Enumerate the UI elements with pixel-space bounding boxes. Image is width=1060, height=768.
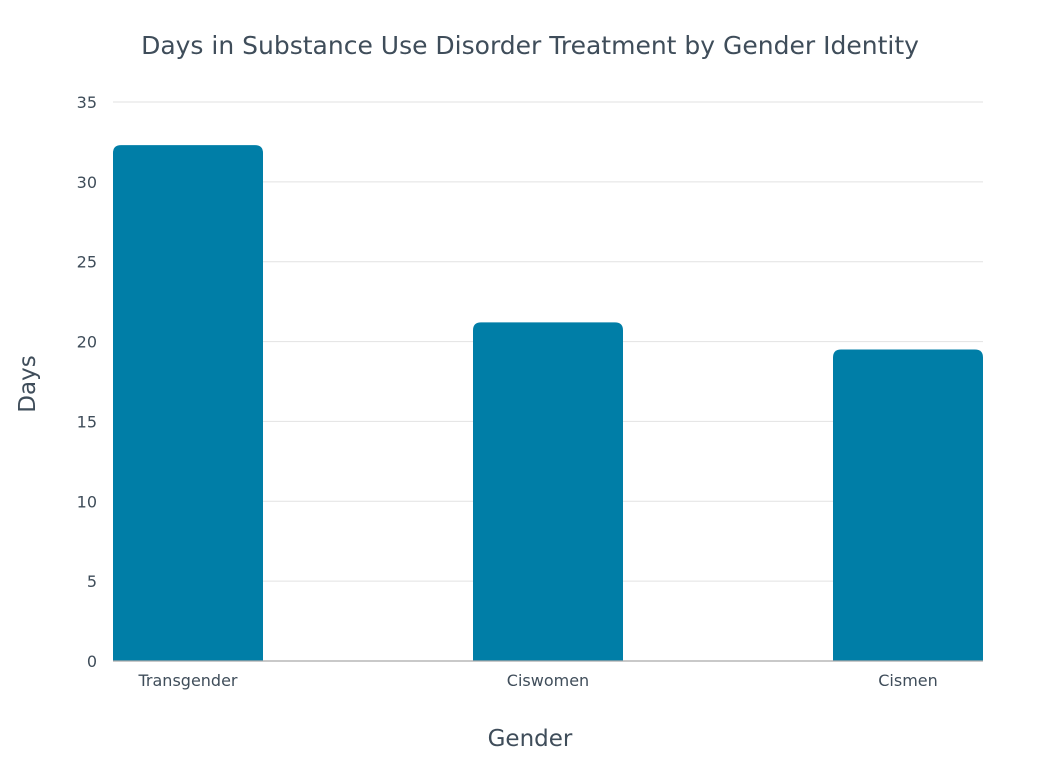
x-tick-label: Transgender [138,671,238,690]
x-axis-ticks: Transgender Ciswomen Cismen [138,671,938,690]
y-tick-label: 0 [87,652,97,671]
y-tick-label: 10 [77,492,97,511]
bar-cismen [833,349,983,661]
y-axis-ticks: 0 5 10 15 20 25 30 35 [77,93,97,671]
bar-ciswomen [473,322,623,661]
chart-title: Days in Substance Use Disorder Treatment… [141,31,919,60]
y-tick-label: 30 [77,173,97,192]
bar-transgender [113,145,263,661]
y-tick-label: 35 [77,93,97,112]
y-tick-label: 15 [77,412,97,431]
x-axis-label: Gender [488,726,573,752]
y-tick-label: 25 [77,253,97,272]
x-tick-label: Cismen [878,671,938,690]
y-tick-label: 20 [77,333,97,352]
bars [113,145,983,661]
y-axis-label: Days [15,355,41,412]
y-tick-label: 5 [87,572,97,591]
x-tick-label: Ciswomen [507,671,589,690]
